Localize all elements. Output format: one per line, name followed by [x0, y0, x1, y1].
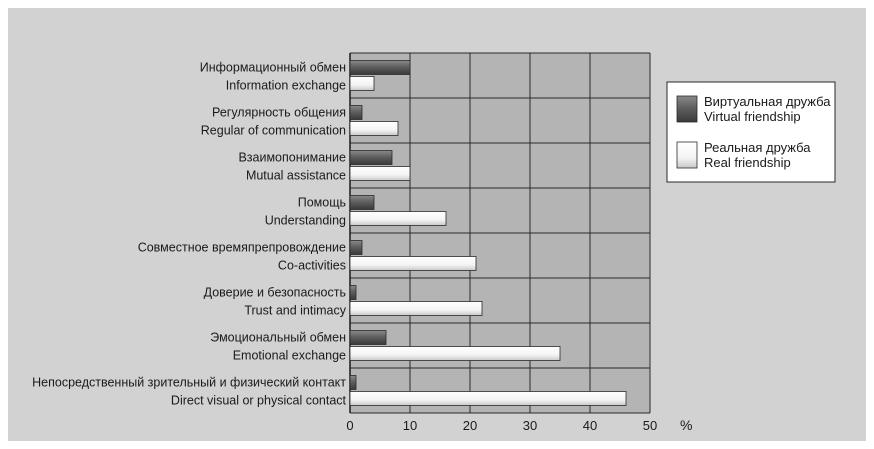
- category-label: Регулярность общения: [212, 106, 346, 120]
- legend-label: Real friendship: [704, 155, 791, 170]
- x-axis-label: %: [680, 417, 692, 433]
- legend-label: Virtual friendship: [704, 109, 801, 124]
- category-label: Информационный обмен: [200, 61, 346, 75]
- category-label: Взаимопонимание: [238, 151, 346, 165]
- category-label: Mutual assistance: [246, 169, 346, 183]
- bars: [349, 60, 627, 406]
- category-label: Эмоциональный обмен: [210, 331, 346, 345]
- bar-virtual-friendship: [349, 105, 363, 120]
- bar-real-friendship: [349, 76, 375, 91]
- category-label: Доверие и безопасность: [204, 286, 346, 300]
- category-label: Understanding: [265, 214, 346, 228]
- x-axis-ticks: 0 10 20 30 40 50: [346, 418, 657, 433]
- bar-real-friendship: [349, 391, 627, 406]
- legend-label: Реальная дружба: [704, 140, 811, 155]
- category-label: Помощь: [298, 196, 346, 210]
- x-tick-label: 20: [463, 418, 477, 433]
- x-tick-label: 30: [523, 418, 537, 433]
- chart-figure: Информационный обмен Information exchange…: [8, 8, 866, 441]
- bar-real-friendship: [349, 121, 399, 136]
- legend-swatch: [676, 141, 698, 169]
- category-label: Regular of communication: [201, 124, 346, 138]
- category-label: Непосредственный зрительный и физический…: [32, 376, 346, 390]
- category-label: Co-activities: [278, 259, 346, 273]
- category-labels: Информационный обмен Information exchange…: [32, 61, 347, 408]
- bar-chart: Информационный обмен Information exchange…: [32, 52, 836, 433]
- bar-virtual-friendship: [349, 60, 411, 75]
- x-tick-label: 0: [346, 418, 353, 433]
- x-tick-label: 50: [643, 418, 657, 433]
- bar-virtual-friendship: [349, 285, 357, 300]
- bar-virtual-friendship: [349, 195, 375, 210]
- bar-real-friendship: [349, 256, 477, 271]
- bar-real-friendship: [349, 166, 411, 181]
- bar-real-friendship: [349, 301, 483, 316]
- category-label: Trust and intimacy: [244, 304, 346, 318]
- legend-label: Виртуальная дружба: [704, 94, 831, 109]
- legend-swatch: [676, 95, 698, 123]
- bar-virtual-friendship: [349, 330, 387, 345]
- x-tick-label: 10: [403, 418, 417, 433]
- category-label: Information exchange: [226, 79, 346, 93]
- bar-virtual-friendship: [349, 240, 363, 255]
- category-label: Совместное времяпрепровождение: [138, 241, 346, 255]
- x-tick-label: 40: [583, 418, 597, 433]
- bar-real-friendship: [349, 346, 561, 361]
- bar-real-friendship: [349, 211, 447, 226]
- category-label: Emotional exchange: [233, 349, 346, 363]
- category-label: Direct visual or physical contact: [171, 394, 347, 408]
- bar-virtual-friendship: [349, 375, 357, 390]
- bar-virtual-friendship: [349, 150, 393, 165]
